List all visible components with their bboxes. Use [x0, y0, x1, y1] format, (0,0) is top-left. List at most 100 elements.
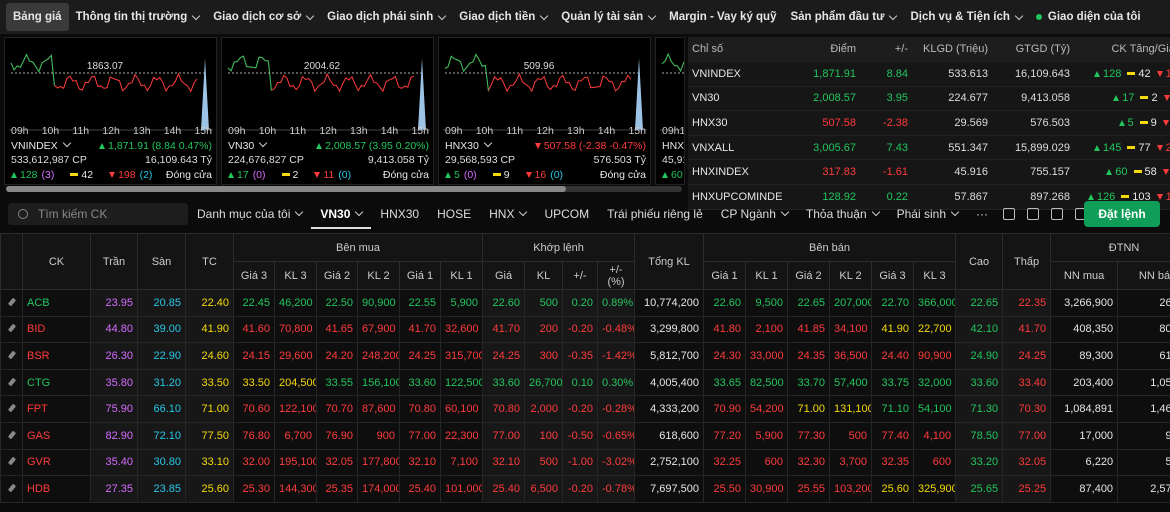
card-name[interactable]: HNXI: [662, 140, 684, 152]
index-breadth: 5 9 16: [1074, 110, 1170, 136]
stock-cell: 70.30: [1002, 395, 1052, 423]
nav-item[interactable]: Giao dịch cơ sở: [206, 3, 320, 31]
nav-item[interactable]: Giao dịch phái sinh: [320, 3, 452, 31]
stock-cell: -1.00: [562, 448, 598, 477]
pin-icon: [7, 403, 16, 413]
index-point: 2,008.57: [788, 86, 860, 112]
search-box[interactable]: Tìm kiếm CK: [8, 203, 188, 225]
market-tab[interactable]: HNX30: [380, 207, 420, 221]
tool-icon[interactable]: [1051, 208, 1063, 220]
card-name[interactable]: VNINDEX: [11, 140, 70, 152]
market-tab[interactable]: Danh mục của tôi: [188, 199, 311, 229]
pin-cell[interactable]: [0, 475, 23, 503]
breadth-up: 128: [1094, 68, 1121, 80]
stock-cell: 70.80: [399, 395, 441, 423]
scroll-thumb[interactable]: [6, 186, 566, 192]
pin-cell[interactable]: [0, 421, 23, 450]
card-name[interactable]: VN30: [228, 140, 266, 152]
index-card: 509.96 09h 10h 11h 12h 13h 14h 15h HNX30 507.58 (…: [438, 37, 651, 185]
sub-header-cell: +/-: [562, 261, 598, 290]
card-name[interactable]: HNX30: [445, 140, 491, 152]
market-tab[interactable]: Phái sinh: [888, 199, 967, 229]
index-header-cell: Điểm: [788, 37, 860, 63]
time-label: 09h: [228, 125, 246, 137]
pin-cell[interactable]: [0, 315, 23, 344]
stock-symbol[interactable]: BID: [22, 315, 91, 344]
stock-symbol[interactable]: GAS: [22, 421, 91, 450]
nav-item[interactable]: Giao diện của tôi: [1029, 3, 1148, 31]
flat-value: 2: [292, 169, 299, 181]
pin-cell[interactable]: [0, 342, 23, 370]
stock-cell: 33.65: [703, 368, 747, 397]
market-tab[interactable]: CP Ngành: [712, 199, 797, 229]
breadth-flat: 103: [1121, 191, 1150, 203]
scrollbar[interactable]: [6, 186, 682, 192]
breadth-flat: 42: [1127, 68, 1150, 80]
sub-header-cell: KL 2: [357, 261, 400, 290]
tool-icon[interactable]: [1003, 208, 1015, 220]
price-line-up: [10, 53, 55, 86]
stock-cell: 78.50: [955, 421, 1004, 450]
index-header-cell: KLGD (Triệu): [912, 37, 992, 63]
stock-symbol[interactable]: BSR: [22, 342, 91, 370]
pin-cell[interactable]: [0, 289, 23, 317]
pin-icon: [7, 350, 16, 360]
order-button[interactable]: Đặt lệnh: [1084, 201, 1160, 227]
index-volume: 533.613: [912, 61, 992, 87]
nav-item[interactable]: Sản phẩm đầu tư: [783, 3, 903, 31]
sub-header-cell: NN bán: [1117, 261, 1170, 290]
market-tab[interactable]: HNX: [480, 199, 535, 229]
toolbar: Tìm kiếm CK Danh mục của tôi VN30 HNX30 HOSE…: [0, 198, 1170, 230]
stock-symbol[interactable]: GVR: [22, 448, 91, 477]
sub-header-cell: Giá 2: [316, 261, 358, 290]
stock-row: CTG 35.80 31.20 33.50 33.50 204,500 33.55 156,1…: [0, 368, 1170, 397]
stock-symbol[interactable]: CTG: [22, 368, 91, 397]
index-point: 1,871.91: [788, 61, 860, 87]
stock-cell: 33.50: [233, 368, 275, 397]
stock-cell: 41.60: [233, 315, 275, 344]
pin-cell[interactable]: [0, 448, 23, 477]
market-tab[interactable]: Thỏa thuận: [797, 199, 888, 229]
stock-cell: 122,100: [274, 395, 317, 423]
stock-cell: 0.89%: [596, 289, 636, 317]
stock-cell: 24.90: [955, 342, 1004, 370]
mini-chart: [660, 52, 684, 131]
index-row: VNINDEX 1,871.91 8.84 533.613 16,109.643 128 4…: [688, 61, 1170, 87]
pin-cell[interactable]: [0, 395, 23, 423]
stock-cell: 24.35: [787, 342, 831, 370]
market-tab[interactable]: VN30: [311, 199, 372, 229]
up-count: 17: [228, 169, 249, 181]
nav-item[interactable]: Thông tin thị trường: [69, 3, 207, 31]
stock-cell: 24.30: [703, 342, 747, 370]
stock-symbol[interactable]: HDB: [22, 475, 91, 503]
header-cell: CK: [22, 233, 91, 290]
market-tab[interactable]: HOSE: [437, 207, 472, 221]
stock-cell: 195,100: [274, 448, 317, 477]
pin-cell[interactable]: [0, 368, 23, 397]
nav-item[interactable]: Margin - Vay ký quỹ: [669, 11, 777, 23]
time-label: 10h: [679, 125, 685, 137]
sub-header-cell: Giá 3: [233, 261, 275, 290]
nav-item[interactable]: Quản lý tài sản: [554, 3, 662, 31]
floor-count: (0): [550, 169, 564, 181]
card-row: 5 (0) 9 16 (0) Đóng cửa: [445, 169, 646, 181]
nav-item[interactable]: Bảng giá: [6, 3, 69, 31]
card-row: 224,676,827 CP 9,413.058 Tỷ: [228, 154, 429, 166]
stock-row: BSR 26.30 22.90 24.60 24.15 29,600 24.20 248,20…: [0, 342, 1170, 370]
nav-item[interactable]: Dịch vụ & Tiện ích: [903, 3, 1028, 31]
stock-cell: 177,800: [357, 448, 400, 477]
stock-cell: 33.60: [482, 368, 525, 397]
stock-symbol[interactable]: ACB: [22, 289, 91, 317]
stock-cell: 23.85: [137, 475, 186, 503]
more-tabs[interactable]: ···: [976, 207, 988, 221]
market-tab[interactable]: Trái phiếu riêng lẻ: [607, 207, 703, 221]
market-tab[interactable]: UPCOM: [544, 207, 590, 221]
stock-cell: 103,200: [829, 475, 873, 503]
index-value: 15,899.029: [992, 135, 1074, 161]
nav-item[interactable]: Giao dịch tiền: [452, 3, 554, 31]
tool-icon[interactable]: [1027, 208, 1039, 220]
index-grid: Chỉ số Điểm +/- KLGD (Triệu) GTGD (Tỷ) CK Tăn…: [688, 37, 1170, 210]
stock-cell: 39.00: [137, 315, 186, 344]
index-header-cell: Chỉ số: [688, 37, 788, 63]
stock-symbol[interactable]: FPT: [22, 395, 91, 423]
